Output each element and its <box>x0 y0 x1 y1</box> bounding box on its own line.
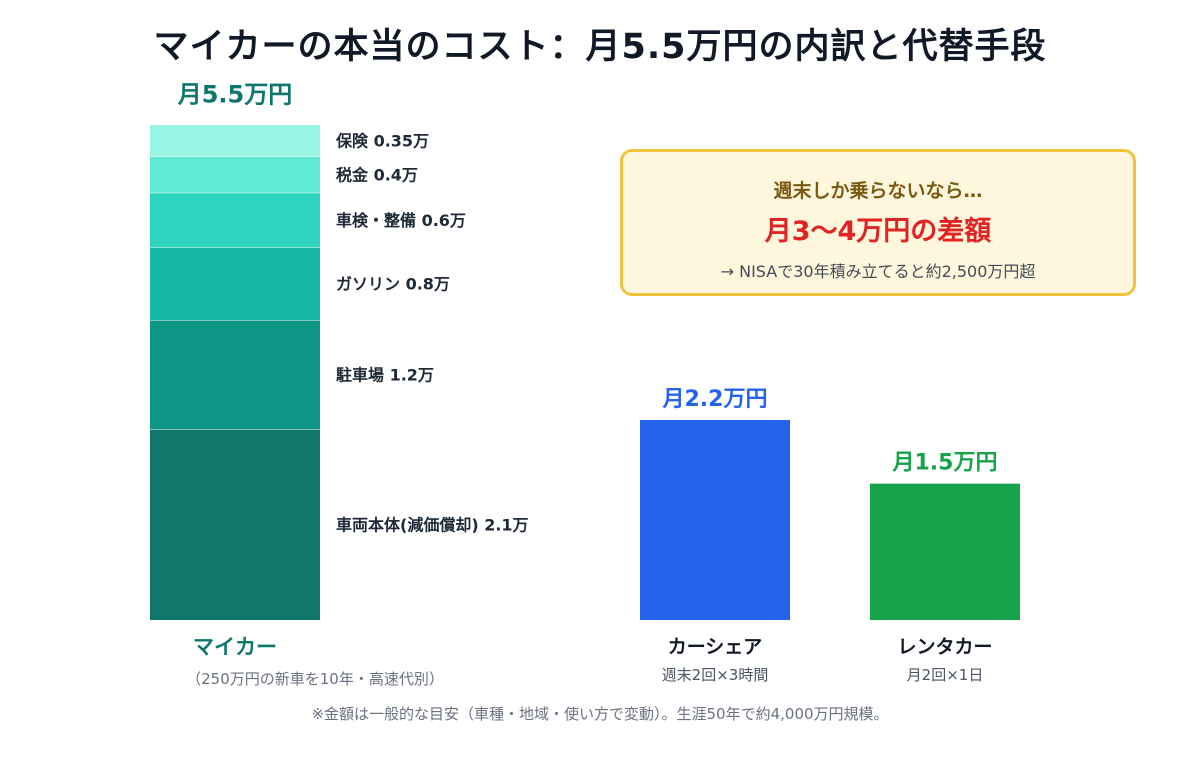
bar-1 <box>870 483 1020 620</box>
stack-segment-2 <box>150 247 320 320</box>
stack-category-sublabel: （250万円の新車を10年・高速代別） <box>186 670 444 688</box>
segment-label-0: 車両本体(減価償却) 2.1万 <box>336 516 529 535</box>
segment-label-2: ガソリン 0.8万 <box>336 275 450 294</box>
bar-0 <box>640 420 790 620</box>
bar-category-sublabel-0: 週末2回×3時間 <box>662 666 769 684</box>
segment-label-1: 駐車場 1.2万 <box>336 366 434 385</box>
bar-category-label-1: レンタカー <box>897 636 992 658</box>
segment-label-3: 車検・整備 0.6万 <box>336 211 466 230</box>
savings-callout: 週末しか乗らないなら… 月3〜4万円の差額 → NISAで30年積み立てると約2… <box>620 149 1136 296</box>
footnote: ※金額は一般的な目安（車種・地域・使い方で変動）。生涯50年で約4,000万円規… <box>311 705 889 723</box>
stack-segment-0 <box>150 429 320 620</box>
page-title: マイカーの本当のコスト：月5.5万円の内訳と代替手段 <box>153 27 1047 67</box>
callout-difference: 月3〜4万円の差額 <box>764 216 992 247</box>
stack-segment-5 <box>150 124 320 157</box>
bar-category-label-0: カーシェア <box>668 636 763 658</box>
stack-category-label: マイカー <box>193 635 277 659</box>
stack-segment-1 <box>150 320 320 430</box>
segment-label-4: 税金 0.4万 <box>336 166 418 185</box>
callout-condition: 週末しか乗らないなら… <box>773 180 983 202</box>
stack-total-label: 月5.5万円 <box>177 81 293 109</box>
segment-label-5: 保険 0.35万 <box>335 131 429 150</box>
stack-segment-3 <box>150 192 320 248</box>
bar-value-label-1: 月1.5万円 <box>892 451 998 476</box>
callout-nisa-note: → NISAで30年積み立てると約2,500万円超 <box>720 262 1036 281</box>
bar-value-label-0: 月2.2万円 <box>662 387 768 412</box>
stack-segment-4 <box>150 156 320 193</box>
bar-category-sublabel-1: 月2回×1日 <box>907 666 984 684</box>
